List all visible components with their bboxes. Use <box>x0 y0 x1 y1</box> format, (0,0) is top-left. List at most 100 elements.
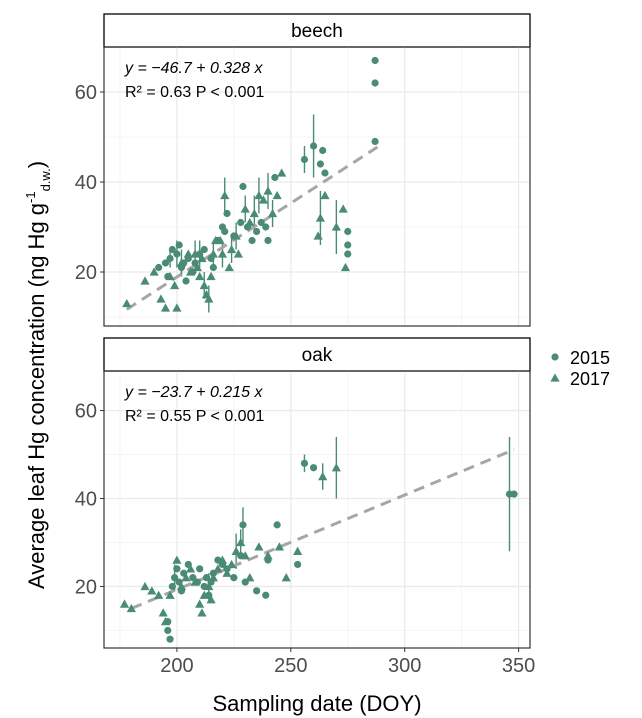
y-tick-label: 40 <box>75 489 97 511</box>
y-axis-title-close: ) <box>24 161 49 168</box>
point-2015 <box>510 490 518 498</box>
point-2017 <box>119 599 130 608</box>
point-2017 <box>274 542 285 551</box>
point-2015 <box>239 521 247 529</box>
point-2017 <box>249 208 259 218</box>
point-2017 <box>213 564 223 573</box>
point-2017 <box>190 577 200 586</box>
point-2015 <box>344 250 352 258</box>
panels: beech 20 40 60 y = −46.7 + 0.328 x R² = 0.63 … <box>75 13 535 677</box>
point-2017 <box>331 463 341 472</box>
point-2017 <box>195 599 205 608</box>
point-2017 <box>217 555 228 564</box>
x-tick-label: 300 <box>388 655 421 677</box>
point-2017 <box>233 249 244 258</box>
point-2017 <box>236 537 246 547</box>
point-2017 <box>176 581 187 591</box>
point-2017 <box>240 204 250 213</box>
point-2017 <box>140 276 150 285</box>
point-2015 <box>344 227 352 236</box>
point-2017 <box>340 262 351 272</box>
point-2017 <box>165 271 175 281</box>
point-2015 <box>223 209 231 218</box>
point-2017 <box>226 559 237 569</box>
point-2017 <box>231 231 241 240</box>
point-2017 <box>331 222 341 231</box>
point-2017 <box>320 190 330 200</box>
point-2015 <box>164 626 172 635</box>
panel-border <box>103 370 531 649</box>
point-2015 <box>257 218 265 227</box>
panel-beech: beech 20 40 60 y = −46.7 + 0.328 x R² = 0.63 … <box>75 13 531 327</box>
point-2017 <box>277 168 287 177</box>
point-2017 <box>185 564 196 573</box>
y-axis-title-sup: -1 <box>23 191 38 203</box>
point-2017 <box>140 581 150 591</box>
point-2017 <box>195 271 205 281</box>
point-2017 <box>192 262 203 272</box>
point-2017 <box>199 280 209 290</box>
point-2017 <box>190 249 200 258</box>
point-2015 <box>168 582 176 591</box>
point-2017 <box>204 581 214 591</box>
point-2017 <box>181 573 191 582</box>
point-2017 <box>231 546 241 555</box>
point-2015 <box>309 464 318 472</box>
point-2015 <box>271 173 279 182</box>
point-2015 <box>171 574 179 582</box>
point-2015 <box>166 635 174 643</box>
equation-line-1: y = −23.7 + 0.215 x <box>124 384 263 401</box>
y-axis-title-sub: d.w. <box>38 168 53 191</box>
point-2015 <box>273 521 281 529</box>
point-2015 <box>309 142 318 150</box>
point-2017 <box>208 249 218 258</box>
point-2017 <box>293 546 303 555</box>
point-2015 <box>202 574 211 582</box>
y-tick-label: 40 <box>75 172 97 194</box>
strip-box <box>103 337 531 372</box>
point-2015 <box>253 227 261 236</box>
legend-key-triangle <box>550 373 560 382</box>
point-2015 <box>230 574 238 582</box>
equation-line-2: R² = 0.63 P < 0.001 <box>125 84 264 101</box>
x-tick-label: 200 <box>160 655 193 677</box>
point-2015 <box>344 241 352 249</box>
point-2017 <box>197 253 207 263</box>
y-tick-label: 60 <box>75 82 97 104</box>
point-2015 <box>209 263 217 272</box>
point-2017 <box>206 271 216 281</box>
point-2015 <box>161 259 170 267</box>
point-2017 <box>245 217 255 227</box>
point-2017 <box>313 231 323 240</box>
point-2015 <box>173 565 181 573</box>
point-2017 <box>170 280 180 290</box>
point-2017 <box>263 186 273 195</box>
point-2017 <box>222 568 232 577</box>
point-2017 <box>315 213 326 222</box>
point-2017 <box>220 190 230 200</box>
point-2017 <box>215 235 225 245</box>
legend-label: 2017 <box>570 369 610 389</box>
point-2015 <box>371 137 379 146</box>
point-2015 <box>316 160 325 168</box>
point-2017 <box>204 294 214 303</box>
point-2015 <box>294 560 302 569</box>
fit-line <box>125 145 379 311</box>
point-2015 <box>300 459 309 467</box>
point-2017 <box>160 617 171 626</box>
point-2017 <box>254 542 264 551</box>
point-2015 <box>155 263 163 272</box>
y-tick-label: 60 <box>75 401 97 423</box>
point-2015 <box>300 155 309 164</box>
point-2017 <box>258 195 269 204</box>
point-2015 <box>221 227 229 236</box>
fit-line <box>130 448 515 610</box>
point-2017 <box>156 294 166 303</box>
point-2017 <box>154 590 164 599</box>
point-2017 <box>172 303 182 312</box>
point-2017 <box>245 573 255 582</box>
point-2017 <box>149 267 159 276</box>
point-2015 <box>371 56 379 65</box>
